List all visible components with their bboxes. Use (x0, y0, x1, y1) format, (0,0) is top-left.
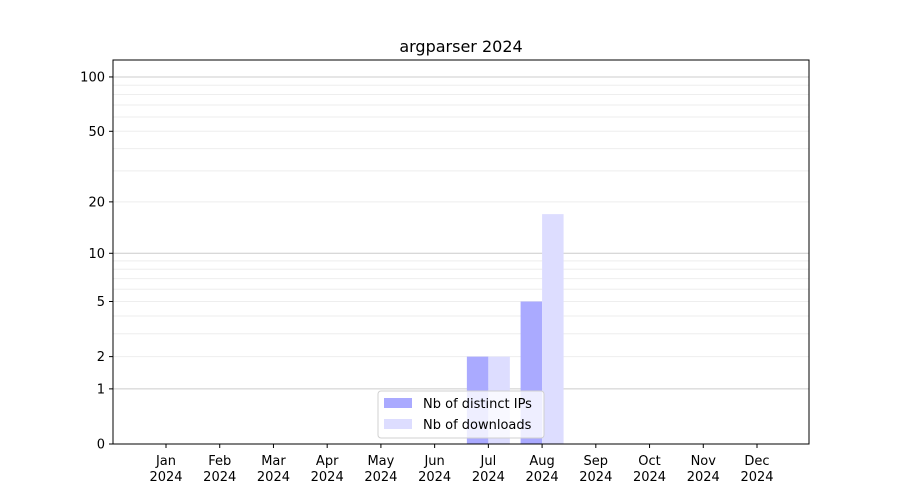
legend-label: Nb of downloads (423, 418, 532, 433)
x-tick-label: Aug 2024 (526, 454, 559, 485)
legend-box (377, 390, 545, 439)
x-tick-label: Jun 2024 (418, 454, 451, 485)
plot-frame (112, 59, 810, 445)
bar-downloads (542, 214, 564, 444)
legend-label: Nb of distinct IPs (423, 397, 532, 412)
x-tick-label: Sep 2024 (579, 454, 612, 485)
x-tick-label: Feb 2024 (203, 454, 236, 485)
y-tick-label: 5 (97, 295, 105, 310)
y-tick-label: 10 (88, 247, 105, 262)
legend-swatch (384, 419, 412, 429)
x-tick-label: Nov 2024 (687, 454, 720, 485)
x-tick-label: Mar 2024 (257, 454, 290, 485)
chart-title: argparser 2024 (399, 37, 522, 56)
x-tick-label: Jan 2024 (149, 454, 182, 485)
x-tick-label: Apr 2024 (311, 454, 344, 485)
y-tick-label: 0 (97, 438, 105, 453)
y-tick-label: 20 (88, 195, 105, 210)
x-tick-label: Oct 2024 (633, 454, 666, 485)
y-tick-label: 2 (97, 350, 105, 365)
x-tick-label: Jul 2024 (472, 454, 505, 485)
y-tick-label: 100 (80, 70, 105, 85)
legend-swatch (384, 398, 412, 408)
y-tick-label: 50 (88, 125, 105, 140)
y-tick-label: 1 (97, 382, 105, 397)
x-tick-label: Dec 2024 (740, 454, 773, 485)
x-tick-label: May 2024 (364, 454, 397, 485)
